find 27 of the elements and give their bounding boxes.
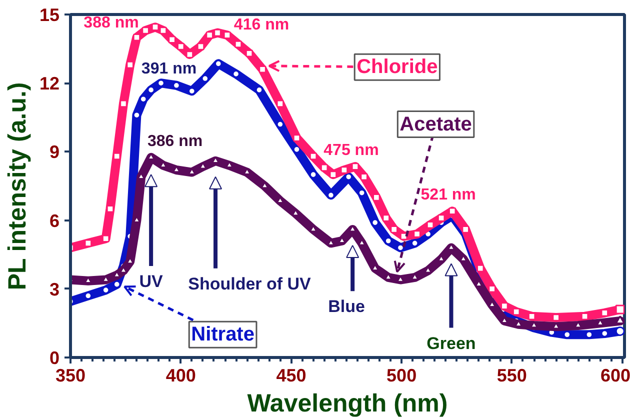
annotation: 386 nm: [147, 132, 203, 150]
y-axis-title: PL intensity (a.u.): [3, 82, 32, 290]
x-tick-label: 500: [386, 366, 417, 386]
annotation: 416 nm: [234, 16, 290, 34]
x-tick-label: 600: [600, 366, 630, 386]
annotation: UV: [139, 272, 164, 292]
y-tick-label: 3: [49, 279, 60, 300]
y-tick-label: 12: [39, 74, 60, 94]
annotation: Green: [426, 334, 476, 353]
x-tick-label: 400: [166, 366, 196, 386]
annotation: Blue: [328, 297, 365, 316]
y-tick-label: 15: [39, 5, 60, 25]
annotation: 388 nm: [84, 14, 139, 32]
y-tick-label: 9: [49, 142, 60, 162]
annotation: Shoulder of UV: [188, 274, 312, 294]
x-tick-label: 550: [496, 366, 527, 386]
annotation: 475 nm: [324, 142, 379, 160]
x-tick-label: 450: [276, 366, 306, 386]
text: Chloride: [356, 56, 438, 78]
text: Acetate: [400, 113, 472, 136]
text: Nitrate: [191, 324, 254, 346]
y-tick-label: 0: [49, 348, 60, 368]
y-tick-label: 6: [49, 210, 60, 231]
x-tick-label: 350: [55, 366, 86, 386]
annotation: 521 nm: [420, 186, 476, 204]
annotation: 391 nm: [141, 60, 197, 78]
x-axis-title: Wavelength (nm): [247, 390, 448, 418]
